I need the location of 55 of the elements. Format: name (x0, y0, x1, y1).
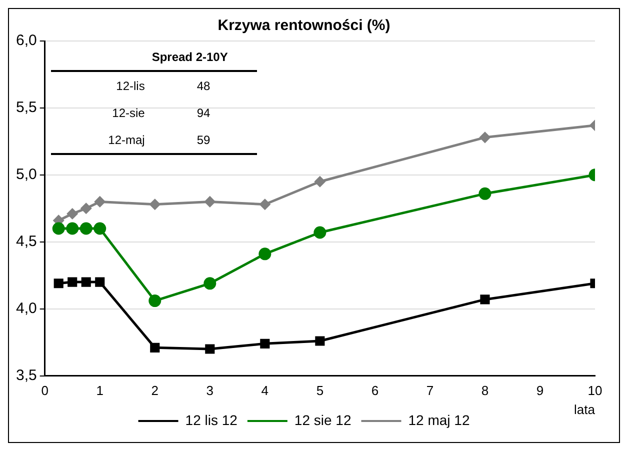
point (204, 196, 216, 207)
point (81, 277, 91, 287)
x-tick-label: 5 (316, 383, 324, 398)
point (258, 248, 272, 260)
x-tick-label: 9 (536, 383, 544, 398)
point (478, 187, 492, 200)
annotation: 94 (196, 106, 210, 120)
point (314, 176, 326, 187)
point (54, 278, 64, 288)
point (260, 338, 270, 348)
point (315, 336, 325, 346)
point (204, 277, 216, 290)
x-tick-label: 2 (151, 383, 158, 398)
x-tick-label: 3 (206, 383, 214, 398)
point (480, 294, 490, 304)
annotation: 48 (196, 79, 210, 93)
x-axis-title: lata (574, 402, 596, 417)
point (314, 226, 326, 239)
point (68, 277, 78, 287)
y-tick-label: 5,5 (16, 99, 37, 116)
y-tick-label: 6,0 (16, 32, 37, 50)
legend-label: 12 sie 12 (294, 412, 352, 428)
point (94, 196, 106, 207)
point (150, 199, 160, 210)
y-tick-label: 5,0 (16, 166, 37, 184)
point (150, 342, 160, 352)
point (95, 277, 105, 287)
legend-label: 12 maj 12 (408, 412, 470, 428)
y-tick-label: 4,0 (16, 300, 37, 317)
point (94, 222, 106, 235)
point (480, 132, 490, 143)
point (80, 203, 92, 214)
point (148, 294, 162, 308)
x-tick-label: 7 (426, 383, 434, 398)
x-tick-label: 4 (261, 383, 269, 398)
x-tick-label: 1 (96, 383, 104, 398)
legend-label: 12 lis 12 (185, 412, 238, 428)
point (67, 208, 78, 220)
point (205, 344, 215, 354)
x-tick-label: 0 (41, 383, 48, 398)
annotation: 12-maj (107, 133, 145, 147)
point (80, 222, 92, 235)
x-tick-label: 10 (588, 383, 602, 398)
chart-title: Krzywa rentowności (%) (218, 17, 390, 34)
annotation: Spread 2-10Y (150, 50, 229, 64)
y-tick-label: 3,5 (16, 366, 37, 384)
annotation: 12-sie (111, 106, 145, 120)
x-tick-label: 8 (481, 383, 489, 398)
point (52, 222, 65, 235)
point (66, 222, 79, 235)
annotation: 59 (196, 133, 210, 147)
annotation: 12-lis (115, 79, 145, 93)
x-tick-label: 6 (371, 383, 379, 398)
point (260, 199, 270, 210)
y-tick-label: 4,5 (16, 233, 37, 250)
